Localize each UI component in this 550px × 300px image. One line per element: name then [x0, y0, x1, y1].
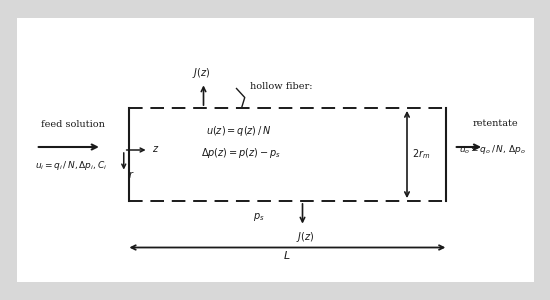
Text: $2r_m$: $2r_m$	[412, 148, 431, 161]
Text: $\Delta p(z) = p(z) - p_s$: $\Delta p(z) = p(z) - p_s$	[201, 146, 280, 160]
Text: $u_o = q_o\,/\, N,\, \Delta p_o$: $u_o = q_o\,/\, N,\, \Delta p_o$	[459, 143, 526, 157]
Text: $J(z)$: $J(z)$	[296, 230, 315, 244]
Text: $r$: $r$	[128, 169, 135, 180]
Text: $J(z)$: $J(z)$	[191, 65, 210, 80]
Text: hollow fiber:: hollow fiber:	[250, 82, 313, 91]
Text: $u(z) = q(z)\,/\, N$: $u(z) = q(z)\,/\, N$	[206, 124, 272, 137]
Text: $z$: $z$	[152, 143, 160, 154]
Text: feed solution: feed solution	[41, 120, 105, 129]
Text: $u_i = q_i \,/\, N, \Delta p_i, C_i$: $u_i = q_i \,/\, N, \Delta p_i, C_i$	[35, 159, 107, 172]
Text: $p_s$: $p_s$	[252, 211, 265, 223]
Text: retentate: retentate	[472, 118, 518, 127]
FancyBboxPatch shape	[16, 18, 534, 282]
Text: $L$: $L$	[283, 249, 291, 261]
